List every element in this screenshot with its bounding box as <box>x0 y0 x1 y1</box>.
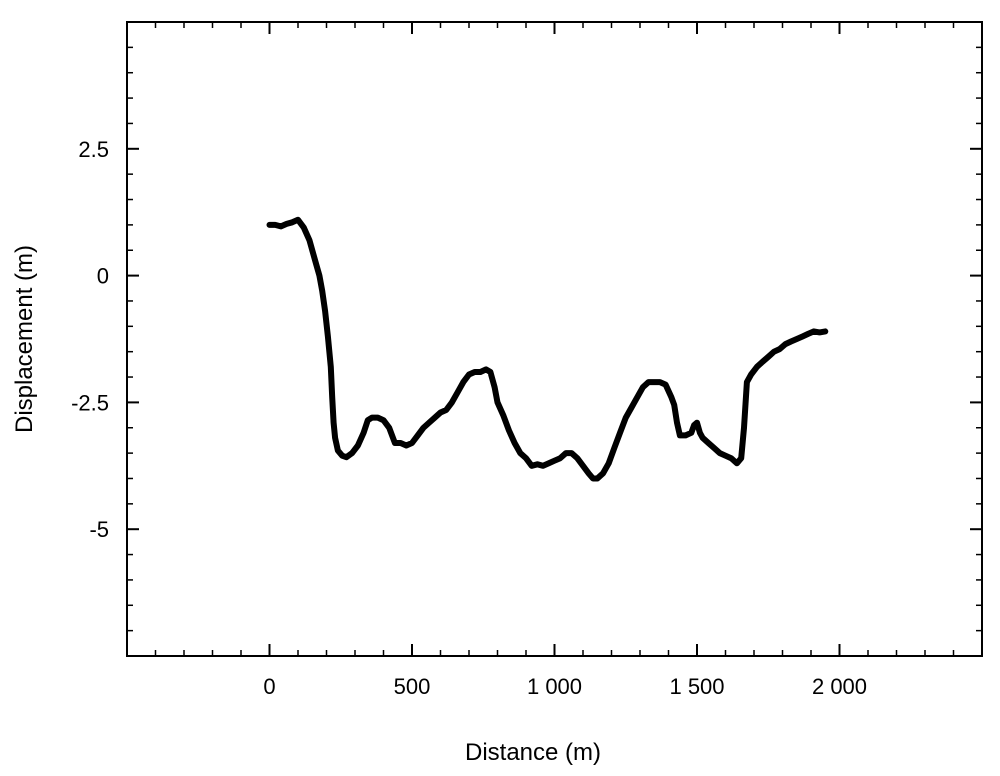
plot-frame <box>126 21 983 657</box>
x-tick-label: 500 <box>394 674 431 699</box>
x-axis-label: Distance (m) <box>465 739 601 766</box>
x-tick-label: 2 000 <box>812 674 867 699</box>
y-tick-label: -5 <box>89 517 109 542</box>
tick-marks <box>127 22 982 656</box>
x-tick-label: 1 000 <box>527 674 582 699</box>
y-tick-label: 2.5 <box>78 137 109 162</box>
y-tick-label: 0 <box>97 264 109 289</box>
series-line <box>266 216 829 482</box>
tick-labels: 0 500 1 000 1 500 2 000 2.5 0 -2.5 -5 <box>71 137 867 699</box>
y-axis-label: Displacement (m) <box>11 245 38 433</box>
x-tick-label: 0 <box>263 674 275 699</box>
x-tick-label: 1 500 <box>669 674 724 699</box>
y-tick-label: -2.5 <box>71 390 109 415</box>
